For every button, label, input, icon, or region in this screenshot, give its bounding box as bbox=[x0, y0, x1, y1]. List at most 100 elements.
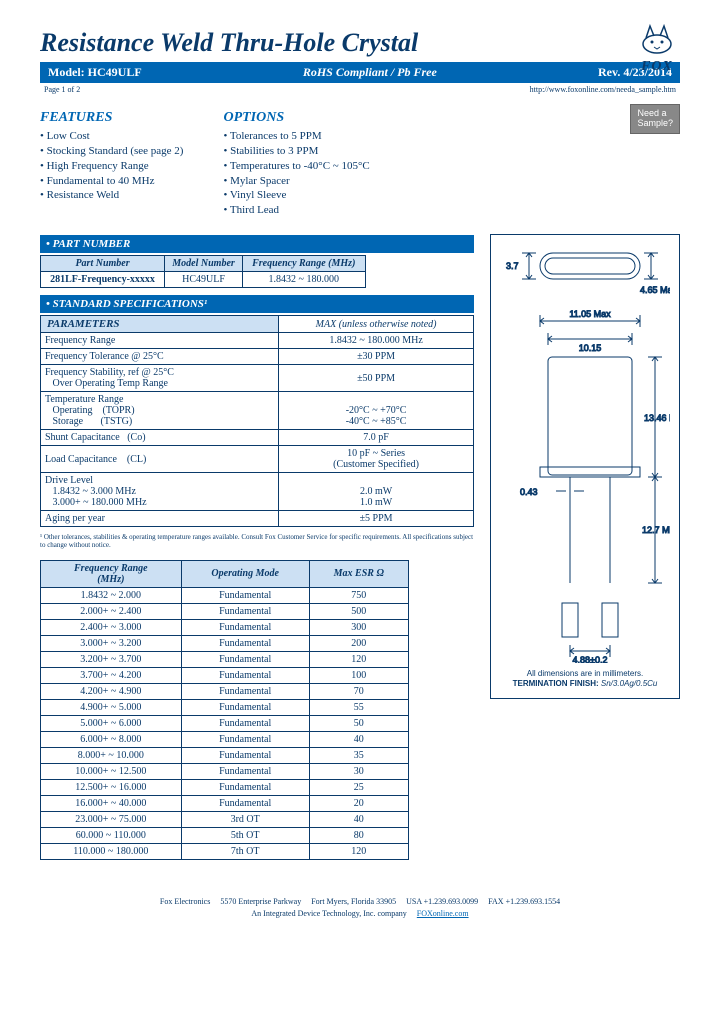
sample-button[interactable]: Need a Sample? bbox=[630, 104, 680, 134]
table-cell: 35 bbox=[309, 747, 408, 763]
table-cell: Fundamental bbox=[181, 795, 309, 811]
list-item: High Frequency Range bbox=[40, 159, 183, 174]
model-label: Model: HC49ULF bbox=[48, 65, 142, 80]
table-cell: 60.000 ~ 110.000 bbox=[41, 827, 182, 843]
compliance-label: RoHS Compliant / Pb Free bbox=[303, 65, 437, 80]
footer-link[interactable]: FOXonline.com bbox=[417, 909, 469, 918]
dim-body-w: 11.05 Max bbox=[569, 309, 611, 319]
esr-table: Frequency Range (MHz)Operating ModeMax E… bbox=[40, 560, 409, 860]
brand-logo: FOX bbox=[634, 20, 680, 75]
table-cell: 110.000 ~ 180.000 bbox=[41, 843, 182, 859]
spec-param: Shunt Capacitance (Co) bbox=[41, 430, 279, 446]
table-cell: Fundamental bbox=[181, 763, 309, 779]
table-cell: 40 bbox=[309, 811, 408, 827]
spec-param: Frequency Range bbox=[41, 333, 279, 349]
table-cell: 3rd OT bbox=[181, 811, 309, 827]
list-item: Third Lead bbox=[223, 203, 369, 218]
spec-value: ±50 PPM bbox=[279, 365, 474, 392]
part-number-section: PART NUMBER bbox=[40, 235, 474, 253]
table-cell: 40 bbox=[309, 731, 408, 747]
footer-city: Fort Myers, Florida 33905 bbox=[311, 897, 396, 906]
options-column: OPTIONS Tolerances to 5 PPMStabilities t… bbox=[223, 110, 369, 218]
spec-value: 1.8432 ~ 180.000 MHz bbox=[279, 333, 474, 349]
spec-param-header: PARAMETERS bbox=[41, 316, 279, 333]
list-item: Low Cost bbox=[40, 129, 183, 144]
dim-lead-w: 0.43 bbox=[520, 487, 538, 497]
table-cell: 1.8432 ~ 180.000 bbox=[243, 272, 366, 288]
spec-param: Frequency Stability, ref @ 25°C Over Ope… bbox=[41, 365, 279, 392]
table-cell: 3.200+ ~ 3.700 bbox=[41, 651, 182, 667]
table-cell: 2.000+ ~ 2.400 bbox=[41, 603, 182, 619]
fox-logo-icon bbox=[634, 20, 680, 54]
spec-param: Drive Level 1.8432 ~ 3.000 MHz 3.000+ ~ … bbox=[41, 473, 279, 511]
crystal-outline-icon: 3.7 4.65 Max 11.05 Max 10.15 bbox=[500, 243, 670, 663]
table-cell: 5th OT bbox=[181, 827, 309, 843]
spec-value: 10 pF ~ Series (Customer Specified) bbox=[279, 446, 474, 473]
table-header: Operating Mode bbox=[181, 560, 309, 587]
table-header: Max ESR Ω bbox=[309, 560, 408, 587]
table-cell: Fundamental bbox=[181, 699, 309, 715]
table-cell: 281LF-Frequency-xxxxx bbox=[41, 272, 165, 288]
table-cell: 10.000+ ~ 12.500 bbox=[41, 763, 182, 779]
dim-pitch: 4.88±0.2 bbox=[573, 655, 608, 663]
table-cell: 4.900+ ~ 5.000 bbox=[41, 699, 182, 715]
table-cell: Fundamental bbox=[181, 747, 309, 763]
footer-line2: An Integrated Device Technology, Inc. co… bbox=[251, 909, 406, 918]
table-cell: 30 bbox=[309, 763, 408, 779]
table-cell: Fundamental bbox=[181, 635, 309, 651]
footer-company: Fox Electronics bbox=[160, 897, 210, 906]
table-cell: HC49ULF bbox=[165, 272, 243, 288]
model-bar: Model: HC49ULF RoHS Compliant / Pb Free … bbox=[40, 62, 680, 83]
specs-table: PARAMETERS MAX (unless otherwise noted) … bbox=[40, 315, 474, 527]
table-cell: 200 bbox=[309, 635, 408, 651]
table-cell: Fundamental bbox=[181, 619, 309, 635]
table-cell: 70 bbox=[309, 683, 408, 699]
table-cell: 2.400+ ~ 3.000 bbox=[41, 619, 182, 635]
spec-value: ±5 PPM bbox=[279, 511, 474, 527]
table-cell: 25 bbox=[309, 779, 408, 795]
table-cell: 4.200+ ~ 4.900 bbox=[41, 683, 182, 699]
drawing-note-term-val: Sn/3.0Ag/0.5Cu bbox=[599, 679, 658, 688]
table-cell: Fundamental bbox=[181, 651, 309, 667]
table-cell: 20 bbox=[309, 795, 408, 811]
dim-top-w: 4.65 Max bbox=[640, 285, 670, 295]
dim-body-h: 13.46 Max bbox=[644, 413, 670, 423]
features-heading: FEATURES bbox=[40, 110, 183, 126]
spec-value: ±30 PPM bbox=[279, 349, 474, 365]
features-list: Low CostStocking Standard (see page 2)Hi… bbox=[40, 129, 183, 203]
table-cell: Fundamental bbox=[181, 683, 309, 699]
spec-param: Aging per year bbox=[41, 511, 279, 527]
spec-max-header: MAX (unless otherwise noted) bbox=[279, 316, 474, 333]
options-heading: OPTIONS bbox=[223, 110, 369, 126]
table-cell: 750 bbox=[309, 587, 408, 603]
logo-text: FOX bbox=[634, 59, 680, 75]
table-cell: 3.000+ ~ 3.200 bbox=[41, 635, 182, 651]
table-cell: 80 bbox=[309, 827, 408, 843]
table-cell: 7th OT bbox=[181, 843, 309, 859]
page-number: Page 1 of 2 bbox=[44, 85, 80, 94]
dim-inner-w: 10.15 bbox=[579, 343, 602, 353]
table-cell: 300 bbox=[309, 619, 408, 635]
spec-value: 7.0 pF bbox=[279, 430, 474, 446]
specs-footnote: ¹ Other tolerances, stabilities & operat… bbox=[40, 533, 474, 550]
list-item: Temperatures to -40°C ~ 105°C bbox=[223, 159, 369, 174]
footer-addr: 5570 Enterprise Parkway bbox=[220, 897, 301, 906]
part-number-table: Part NumberModel NumberFrequency Range (… bbox=[40, 255, 366, 288]
footer-fax: FAX +1.239.693.1554 bbox=[488, 897, 560, 906]
table-cell: Fundamental bbox=[181, 603, 309, 619]
features-column: FEATURES Low CostStocking Standard (see … bbox=[40, 110, 183, 218]
list-item: Tolerances to 5 PPM bbox=[223, 129, 369, 144]
table-header: Part Number bbox=[41, 256, 165, 272]
spec-value: -20°C ~ +70°C -40°C ~ +85°C bbox=[279, 392, 474, 430]
table-cell: 23.000+ ~ 75.000 bbox=[41, 811, 182, 827]
header-url[interactable]: http://www.foxonline.com/needa_sample.ht… bbox=[530, 85, 676, 94]
sample-line2: Sample? bbox=[637, 119, 673, 129]
dim-top-h: 3.7 bbox=[506, 261, 519, 271]
spec-param: Frequency Tolerance @ 25°C bbox=[41, 349, 279, 365]
table-cell: 500 bbox=[309, 603, 408, 619]
table-cell: Fundamental bbox=[181, 587, 309, 603]
table-cell: 100 bbox=[309, 667, 408, 683]
list-item: Vinyl Sleeve bbox=[223, 188, 369, 203]
list-item: Resistance Weld bbox=[40, 188, 183, 203]
table-header: Frequency Range (MHz) bbox=[41, 560, 182, 587]
